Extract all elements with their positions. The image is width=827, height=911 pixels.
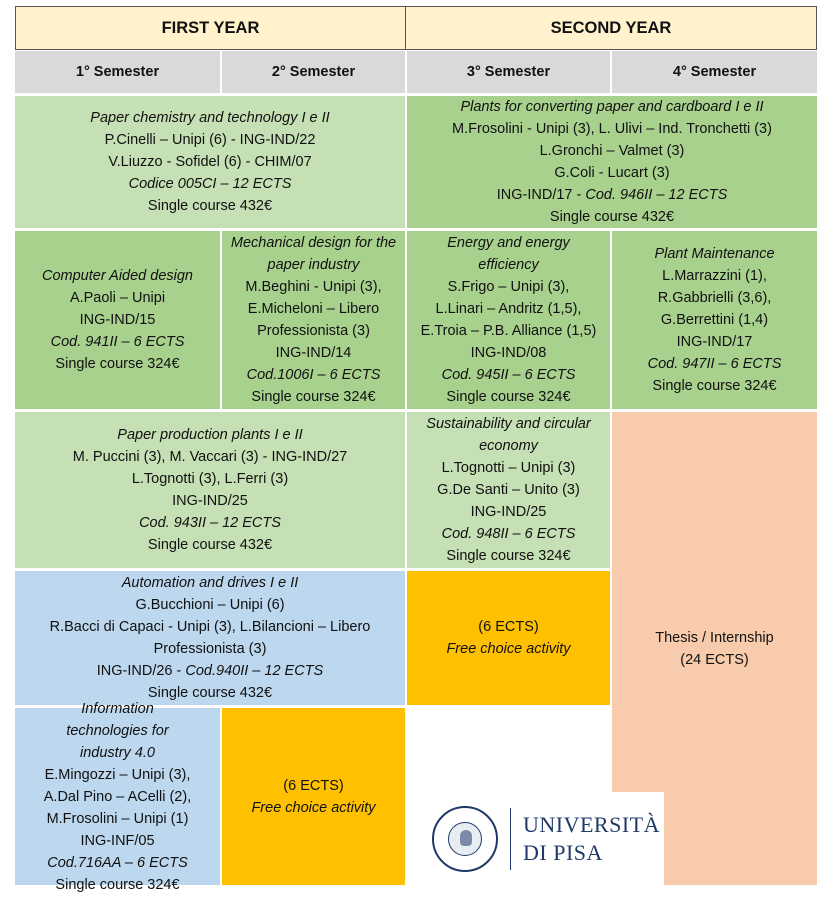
free-choice-activity-2nd-semester: (6 ECTS) Free choice activity: [222, 708, 405, 885]
second-year-header: SECOND YEAR: [405, 6, 817, 50]
course-plant-maintenance: Plant Maintenance L.Marrazzini (1), R.Ga…: [612, 231, 817, 409]
course-code: Cod. 948II – 6 ECTS: [441, 526, 576, 542]
course-price: Single course 324€: [652, 378, 777, 394]
course-price: Single course 432€: [549, 209, 675, 225]
course-title: Computer Aided design: [42, 268, 193, 284]
course-code-line: ING-IND/17 - Cod. 946II – 12 ECTS: [496, 187, 728, 203]
course-energy-efficiency: Energy and energy efficiency S.Frigo – U…: [407, 231, 610, 409]
course-title: Energy and energy efficiency: [447, 235, 570, 273]
course-computer-aided-design: Computer Aided design A.Paoli – Unipi IN…: [15, 231, 220, 409]
course-title: Automation and drives I e II: [121, 575, 299, 591]
course-title: Plant Maintenance: [654, 246, 775, 262]
course-price: Single course 324€: [55, 876, 180, 893]
course-code: Cod. 945II – 6 ECTS: [441, 367, 576, 383]
logo-wordmark: UNIVERSITÀ DI PISA: [523, 811, 660, 865]
course-sustainability: Sustainability and circular economy L.To…: [407, 412, 610, 568]
course-code-line: ING-IND/26 - Cod.940II – 12 ECTS: [96, 663, 324, 679]
course-paper-chemistry: Paper chemistry and technology I e II P.…: [15, 96, 405, 228]
course-paper-production: Paper production plants I e II M. Puccin…: [15, 412, 405, 568]
course-plants-converting: Plants for converting paper and cardboar…: [407, 96, 817, 228]
semester-3-header: 3° Semester: [407, 51, 610, 93]
course-price: Single course 432€: [147, 198, 273, 214]
first-year-header: FIRST YEAR: [15, 6, 406, 50]
course-title: Paper chemistry and technology I e II: [90, 110, 330, 126]
course-price: Single course 432€: [147, 537, 273, 553]
university-logo: UNIVERSITÀ DI PISA: [420, 792, 664, 885]
course-title: Sustainability and circular economy: [426, 416, 591, 454]
course-title: Mechanical design for the paper industry: [230, 235, 397, 273]
course-code: Cod. 943II – 12 ECTS: [139, 515, 281, 531]
course-mechanical-design: Mechanical design for the paper industry…: [222, 231, 405, 409]
university-seal-icon: [432, 805, 498, 872]
course-code: Cod. 941II – 6 ECTS: [50, 334, 185, 350]
semester-2-header: 2° Semester: [222, 51, 405, 93]
course-price: Single course 324€: [55, 356, 180, 372]
course-code: Codice 005CI – 12 ECTS: [128, 176, 292, 192]
course-code: Cod.1006I – 6 ECTS: [246, 367, 381, 383]
course-code: Cod.716AA – 6 ECTS: [47, 854, 188, 871]
course-title: Paper production plants I e II: [117, 427, 303, 443]
course-code: Cod. 947II – 6 ECTS: [647, 356, 782, 372]
free-choice-activity-3rd-semester: (6 ECTS) Free choice activity: [407, 571, 610, 705]
course-title: Information technologies for industry 4.…: [66, 700, 169, 761]
course-price: Single course 324€: [251, 389, 376, 405]
course-price: Single course 432€: [147, 685, 273, 701]
course-price: Single course 324€: [446, 389, 571, 405]
course-title: Plants for converting paper and cardboar…: [460, 99, 764, 115]
semester-1-header: 1° Semester: [15, 51, 220, 93]
course-price: Single course 324€: [446, 548, 571, 564]
logo-divider: [510, 807, 511, 870]
course-information-technologies: Information technologies for industry 4.…: [15, 701, 220, 893]
semester-4-header: 4° Semester: [612, 51, 817, 93]
course-automation-drives: Automation and drives I e II G.Bucchioni…: [15, 571, 405, 705]
